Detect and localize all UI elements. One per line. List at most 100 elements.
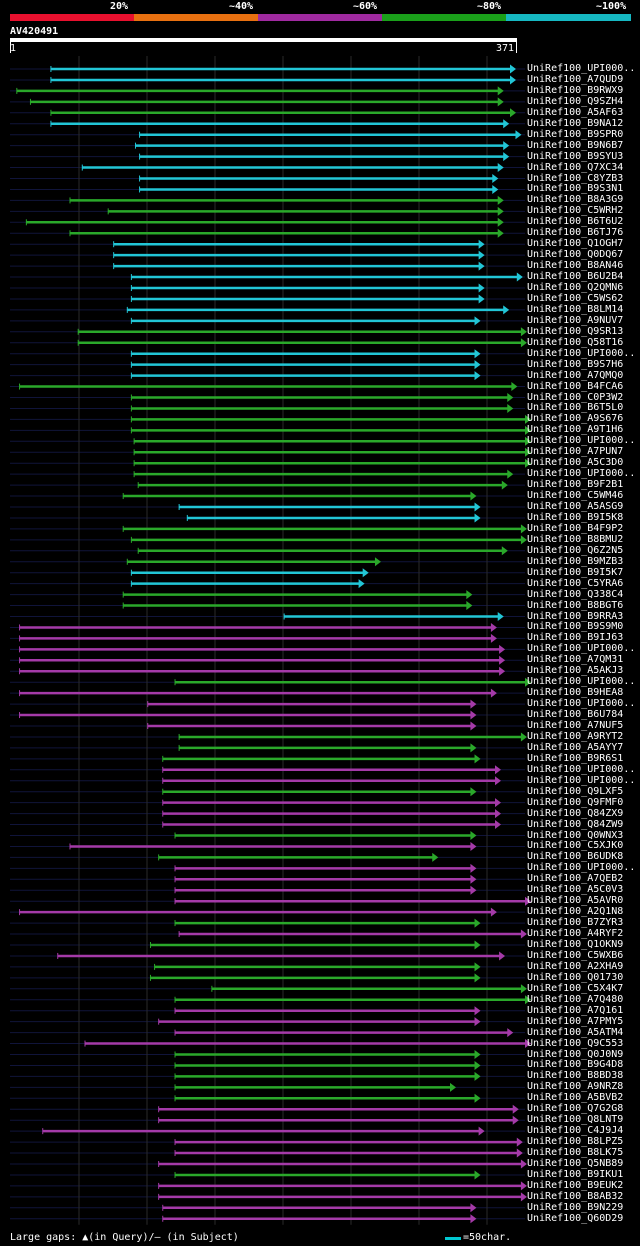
hit-label-link[interactable]: UniRef100_Q338C4	[527, 588, 624, 600]
hit-label-link[interactable]: UniRef100_Q01730	[527, 971, 624, 983]
hit-label-link[interactable]: UniRef100_A9T1H6	[527, 424, 624, 436]
hit-label-link[interactable]: UniRef100_B9F2B1	[527, 479, 624, 491]
hit-label-link[interactable]: UniRef100_Q1OGH7	[527, 238, 624, 250]
hit-label-link[interactable]: UniRef100_C5WM46	[527, 490, 624, 502]
hit-label-link[interactable]: UniRef100_A7QUD9	[527, 73, 624, 85]
hit-label-link[interactable]: UniRef100_B6U784	[527, 709, 624, 721]
hit-label-link[interactable]: UniRef100_B4FCA6	[527, 380, 624, 392]
hit-label-link[interactable]: UniRef100_A7QMQ0	[527, 369, 624, 381]
hit-label-link[interactable]: UniRef100_B9R6S1	[527, 752, 624, 764]
hit-label-link[interactable]: UniRef100_UPI000..	[527, 63, 636, 74]
hit-label-link[interactable]: UniRef100_A2Q1N8	[527, 906, 624, 918]
hit-label-link[interactable]: UniRef100_B8A3G9	[527, 194, 624, 206]
hit-label-link[interactable]: UniRef100_A5AVR0	[527, 895, 624, 907]
hit-label-link[interactable]: UniRef100_C5WRH2	[527, 205, 624, 217]
hit-label-link[interactable]: UniRef100_Q9SR13	[527, 325, 624, 337]
hit-label-link[interactable]: UniRef100_UPI000..	[527, 774, 636, 786]
hit-label-link[interactable]: UniRef100_UPI000..	[527, 862, 636, 874]
hit-label-link[interactable]: UniRef100_Q8LNT9	[527, 1114, 624, 1126]
hit-label-link[interactable]: UniRef100_A5C0V3	[527, 884, 624, 896]
hit-label-link[interactable]: UniRef100_B9S7H6	[527, 358, 624, 370]
hit-label-link[interactable]: UniRef100_Q0DQ67	[527, 249, 624, 261]
hit-label-link[interactable]: UniRef100_B9I5K7	[527, 566, 624, 578]
hit-label-link[interactable]: UniRef100_B8LM14	[527, 303, 624, 315]
hit-label-link[interactable]: UniRef100_B9G4D8	[527, 1059, 624, 1071]
hit-label-link[interactable]: UniRef100_A7Q480	[527, 993, 624, 1005]
hit-label-link[interactable]: UniRef100_C5WXB6	[527, 949, 624, 961]
hit-label-link[interactable]: UniRef100_B9RRA3	[527, 610, 624, 622]
hit-label-link[interactable]: UniRef100_Q9SZH4	[527, 95, 624, 107]
hit-label-link[interactable]: UniRef100_C5XJK0	[527, 840, 624, 852]
hit-label-link[interactable]: UniRef100_B6TJ76	[527, 227, 624, 239]
hit-label-link[interactable]: UniRef100_UPI000..	[527, 698, 636, 710]
hit-label-link[interactable]: UniRef100_A7PUN7	[527, 446, 624, 458]
hit-label-link[interactable]: UniRef100_B9NA12	[527, 117, 624, 129]
hit-label-link[interactable]: UniRef100_B9S3N1	[527, 183, 624, 195]
hit-label-link[interactable]: UniRef100_C0P3W2	[527, 391, 624, 403]
hit-label-link[interactable]: UniRef100_A5C3D0	[527, 457, 624, 469]
hit-label-link[interactable]: UniRef100_B7ZYR3	[527, 917, 624, 929]
hit-label-link[interactable]: UniRef100_B4F9P2	[527, 522, 624, 534]
hit-label-link[interactable]: UniRef100_B6UDK8	[527, 851, 624, 863]
hit-label-link[interactable]: UniRef100_Q0WNX3	[527, 829, 624, 841]
hit-label-link[interactable]: UniRef100_Q0J0N9	[527, 1048, 624, 1060]
hit-label-link[interactable]: UniRef100_B6U2B4	[527, 271, 624, 283]
hit-label-link[interactable]: UniRef100_UPI000..	[527, 676, 636, 688]
hit-label-link[interactable]: UniRef100_C4J9J4	[527, 1125, 624, 1137]
hit-label-link[interactable]: UniRef100_B6T5L0	[527, 402, 624, 414]
hit-label-link[interactable]: UniRef100_C8YZB3	[527, 172, 624, 184]
hit-label-link[interactable]: UniRef100_B9N229	[527, 1201, 624, 1213]
hit-label-link[interactable]: UniRef100_A5AYY7	[527, 741, 624, 753]
hit-label-link[interactable]: UniRef100_Q84ZX9	[527, 807, 624, 819]
hit-label-link[interactable]: UniRef100_B9SYU3	[527, 150, 624, 162]
hit-label-link[interactable]: UniRef100_A5BVB2	[527, 1092, 624, 1104]
hit-label-link[interactable]: UniRef100_B9I5K8	[527, 511, 624, 523]
hit-label-link[interactable]: UniRef100_A9NRZ8	[527, 1081, 624, 1093]
hit-label-link[interactable]: UniRef100_Q7XC34	[527, 161, 624, 173]
hit-label-link[interactable]: UniRef100_B9RWX9	[527, 84, 624, 96]
hit-label-link[interactable]: UniRef100_A2XHA9	[527, 960, 624, 972]
hit-label-link[interactable]: UniRef100_B9HEA8	[527, 687, 624, 699]
hit-label-link[interactable]: UniRef100_B9EUK2	[527, 1179, 624, 1191]
hit-label-link[interactable]: UniRef100_B8BD38	[527, 1070, 624, 1082]
hit-label-link[interactable]: UniRef100_B9SPR0	[527, 128, 624, 140]
hit-label-link[interactable]: UniRef100_A5AKJ3	[527, 665, 624, 677]
hit-label-link[interactable]: UniRef100_Q1OKN9	[527, 939, 624, 950]
hit-label-link[interactable]: UniRef100_B8BMU2	[527, 533, 624, 545]
hit-label-link[interactable]: UniRef100_B8LK75	[527, 1147, 624, 1159]
hit-label-link[interactable]: UniRef100_B6T6U2	[527, 216, 624, 228]
hit-label-link[interactable]: UniRef100_Q9C553	[527, 1037, 624, 1049]
hit-label-link[interactable]: UniRef100_B9S9M0	[527, 621, 624, 633]
hit-label-link[interactable]: UniRef100_C5X4K7	[527, 982, 624, 994]
hit-label-link[interactable]: UniRef100_B8AB32	[527, 1190, 624, 1202]
hit-label-link[interactable]: UniRef100_B9IJ63	[527, 632, 624, 644]
hit-label-link[interactable]: UniRef100_UPI000..	[527, 347, 636, 359]
hit-label-link[interactable]: UniRef100_A9S676	[527, 413, 624, 425]
hit-label-link[interactable]: UniRef100_C5YRA6	[527, 577, 624, 589]
hit-label-link[interactable]: UniRef100_Q60D29	[527, 1212, 624, 1224]
hit-label-link[interactable]: UniRef100_A4RYF2	[527, 928, 624, 940]
hit-label-link[interactable]: UniRef100_B8AN46	[527, 260, 624, 272]
hit-label-link[interactable]: UniRef100_B8BGT6	[527, 599, 624, 611]
hit-label-link[interactable]: UniRef100_UPI000..	[527, 468, 636, 480]
hit-label-link[interactable]: UniRef100_A5AF63	[527, 106, 624, 118]
hit-label-link[interactable]: UniRef100_A7NUF5	[527, 720, 624, 731]
hit-label-link[interactable]: UniRef100_Q7G2G8	[527, 1103, 624, 1115]
hit-label-link[interactable]: UniRef100_UPI000..	[527, 435, 636, 447]
hit-label-link[interactable]: UniRef100_A9RYT2	[527, 730, 624, 742]
hit-label-link[interactable]: UniRef100_UPI000..	[527, 643, 636, 655]
hit-label-link[interactable]: UniRef100_B8LPZ5	[527, 1136, 624, 1148]
hit-label-link[interactable]: UniRef100_A5ATM4	[527, 1026, 624, 1038]
hit-label-link[interactable]: UniRef100_B9IKU1	[527, 1168, 624, 1180]
hit-label-link[interactable]: UniRef100_A7Q161	[527, 1004, 624, 1016]
hit-label-link[interactable]: UniRef100_Q6Z2N5	[527, 544, 624, 556]
hit-label-link[interactable]: UniRef100_Q84ZW9	[527, 818, 624, 830]
hit-label-link[interactable]: UniRef100_Q5NB89	[527, 1158, 624, 1169]
hit-label-link[interactable]: UniRef100_C5WS62	[527, 292, 624, 304]
hit-label-link[interactable]: UniRef100_B9N6B7	[527, 139, 624, 151]
hit-label-link[interactable]: UniRef100_A5ASG9	[527, 501, 624, 512]
hit-label-link[interactable]: UniRef100_B9MZB3	[527, 555, 624, 567]
hit-label-link[interactable]: UniRef100_A9NUV7	[527, 314, 624, 326]
hit-label-link[interactable]: UniRef100_UPI000..	[527, 763, 636, 775]
hit-label-link[interactable]: UniRef100_Q9LXF5	[527, 785, 624, 797]
